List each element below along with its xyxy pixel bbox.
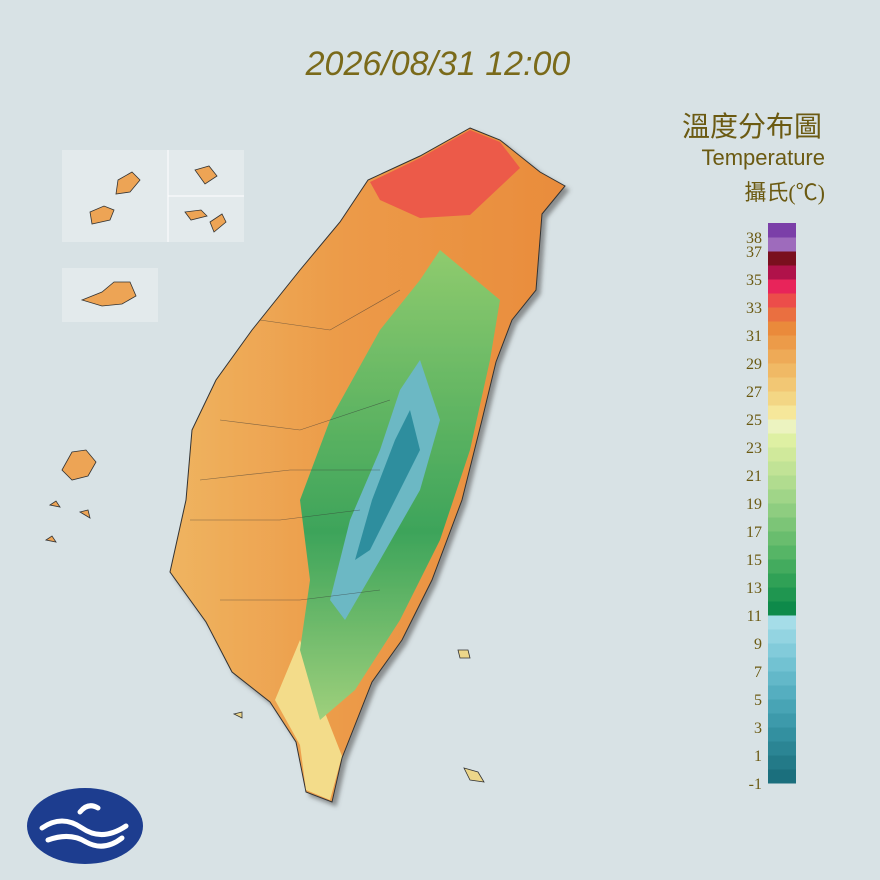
legend-swatch (768, 377, 796, 392)
legend-tick-label: 29 (746, 356, 762, 373)
legend-tick-label: 13 (746, 580, 762, 597)
legend-tick-label: 27 (746, 384, 762, 401)
legend-swatch (768, 559, 796, 574)
legend-tick-label: 25 (746, 412, 762, 429)
legend-swatch (768, 755, 796, 770)
legend-swatch (768, 489, 796, 504)
legend-tick-label: 21 (746, 468, 762, 485)
legend-swatch (768, 461, 796, 476)
legend-title: 溫度分布圖 (682, 111, 822, 143)
logo (27, 788, 143, 864)
legend-swatch (768, 447, 796, 462)
legend-swatch (768, 321, 796, 336)
legend-swatch (768, 545, 796, 560)
legend-tick-label: -1 (749, 776, 762, 793)
legend-swatch (768, 279, 796, 294)
legend-swatch (768, 727, 796, 742)
legend-unit: 攝氏(℃) (744, 180, 825, 205)
legend-swatch (768, 363, 796, 378)
legend-swatch (768, 531, 796, 546)
legend-swatch (768, 643, 796, 658)
legend-tick-label: 17 (746, 524, 762, 541)
legend-swatch (768, 335, 796, 350)
legend-swatch (768, 503, 796, 518)
legend-swatch (768, 307, 796, 322)
legend-swatch (768, 601, 796, 616)
legend-swatch (768, 293, 796, 308)
legend-tick-label: 37 (746, 244, 762, 261)
legend-tick-label: 23 (746, 440, 762, 457)
legend-swatch (768, 741, 796, 756)
legend-swatch (768, 391, 796, 406)
legend-swatch (768, 769, 796, 784)
legend-tick-label: 33 (746, 300, 762, 317)
legend-swatch (768, 223, 796, 238)
legend-swatch (768, 671, 796, 686)
legend-tick-label: 31 (746, 328, 762, 345)
legend-swatch (768, 713, 796, 728)
legend-tick-label: 7 (754, 664, 762, 681)
legend-swatch (768, 433, 796, 448)
legend-swatch (768, 685, 796, 700)
legend-tick-label: 3 (754, 720, 762, 737)
legend-swatch (768, 587, 796, 602)
legend-swatch (768, 419, 796, 434)
legend-tick-label: 15 (746, 552, 762, 569)
legend-tick-label: 1 (754, 748, 762, 765)
legend-tick-label: 35 (746, 272, 762, 289)
legend-swatch (768, 349, 796, 364)
legend-swatch (768, 615, 796, 630)
taiwan-island (169, 127, 566, 803)
legend-swatch (768, 517, 796, 532)
legend-swatch (768, 573, 796, 588)
legend-swatch (768, 699, 796, 714)
legend-swatch (768, 265, 796, 280)
legend-tick-label: 19 (746, 496, 762, 513)
legend-swatch (768, 475, 796, 490)
legend-tick-label: 11 (747, 608, 762, 625)
legend-swatch (768, 629, 796, 644)
legend-swatch (768, 405, 796, 420)
legend-swatch (768, 251, 796, 266)
legend-colorbar (768, 223, 796, 784)
legend-tick-label: 5 (754, 692, 762, 709)
legend-swatch (768, 237, 796, 252)
legend-subtitle: Temperature (701, 145, 825, 170)
legend-tick-label: 38 (746, 230, 762, 247)
legend-swatch (768, 657, 796, 672)
offshore-islands (44, 150, 485, 783)
map-time: 2026/08/31 12:00 (305, 45, 571, 83)
legend-tick-label: 9 (754, 636, 762, 653)
